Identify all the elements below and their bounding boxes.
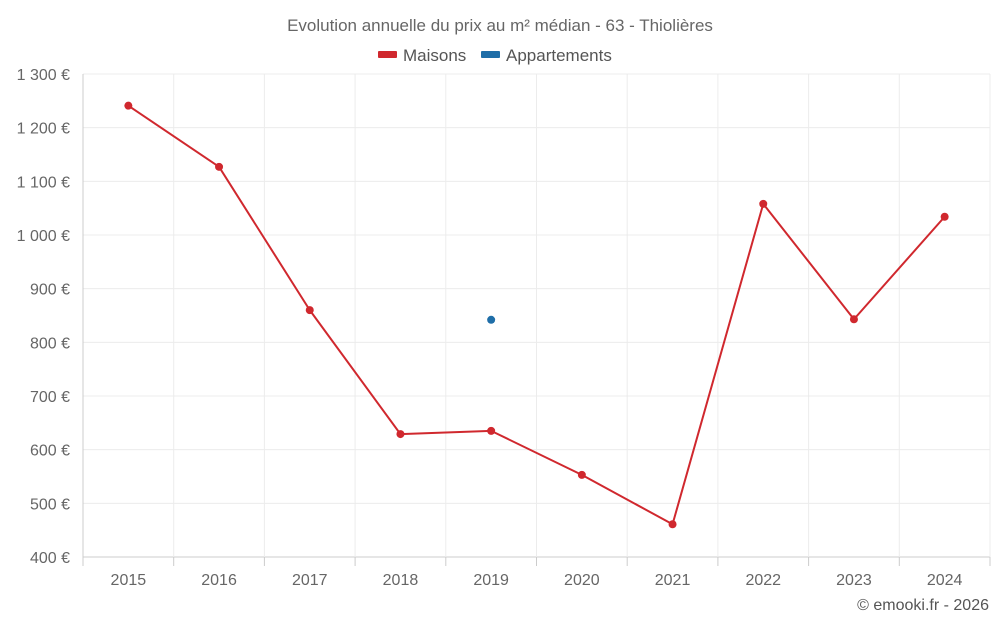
- series-line-maisons: [127, 104, 946, 526]
- x-tick-label: 2024: [927, 572, 963, 589]
- data-point-maisons[interactable]: [668, 520, 677, 529]
- legend-label-maisons: Maisons: [403, 46, 466, 65]
- x-tick-label: 2019: [473, 572, 509, 589]
- y-tick-label: 500 €: [30, 496, 70, 513]
- y-tick-label: 700 €: [30, 389, 70, 406]
- series-layer: [124, 101, 949, 529]
- legend-label-appartements: Appartements: [506, 46, 612, 65]
- data-point-maisons[interactable]: [305, 306, 314, 315]
- credit-text: © emooki.fr - 2026: [857, 597, 989, 614]
- data-point-maisons[interactable]: [759, 199, 768, 208]
- data-point-maisons[interactable]: [487, 426, 496, 435]
- y-tick-label: 900 €: [30, 282, 70, 299]
- x-tick-label: 2023: [836, 572, 872, 589]
- legend-item-maisons[interactable]: Maisons: [378, 46, 466, 65]
- y-tick-label: 1 000 €: [17, 228, 70, 245]
- data-point-maisons[interactable]: [396, 430, 405, 439]
- x-tick-label: 2017: [292, 572, 328, 589]
- x-tick-label: 2020: [564, 572, 600, 589]
- x-tick-label: 2016: [201, 572, 237, 589]
- y-tick-label: 600 €: [30, 443, 70, 460]
- legend-item-appartements[interactable]: Appartements: [481, 46, 612, 65]
- x-tick-label: 2022: [745, 572, 781, 589]
- data-point-appartements[interactable]: [487, 315, 496, 324]
- x-tick-label: 2015: [111, 572, 147, 589]
- series-maisons: [124, 101, 949, 529]
- data-point-maisons[interactable]: [940, 212, 949, 221]
- legend-swatch-maisons: [378, 51, 397, 58]
- data-point-maisons[interactable]: [124, 101, 133, 110]
- data-point-maisons[interactable]: [215, 162, 224, 171]
- axes: 400 € 500 € 600 € 700 € 800 € 900 € 1 000 € 1 1…: [17, 67, 991, 589]
- legend: Maisons Appartements: [378, 46, 612, 65]
- y-tick-label: 1 200 €: [17, 121, 70, 138]
- legend-swatch-appartements: [481, 51, 500, 58]
- series-appartements: [487, 315, 496, 324]
- y-tick-label: 400 €: [30, 550, 70, 567]
- y-tick-label: 1 100 €: [17, 174, 70, 191]
- y-tick-label: 1 300 €: [17, 67, 70, 84]
- x-tick-label: 2021: [655, 572, 691, 589]
- x-tick-label: 2018: [383, 572, 419, 589]
- data-point-maisons[interactable]: [577, 470, 586, 479]
- data-point-maisons[interactable]: [849, 315, 858, 324]
- chart-title: Evolution annuelle du prix au m² médian …: [287, 16, 713, 35]
- y-tick-label: 800 €: [30, 335, 70, 352]
